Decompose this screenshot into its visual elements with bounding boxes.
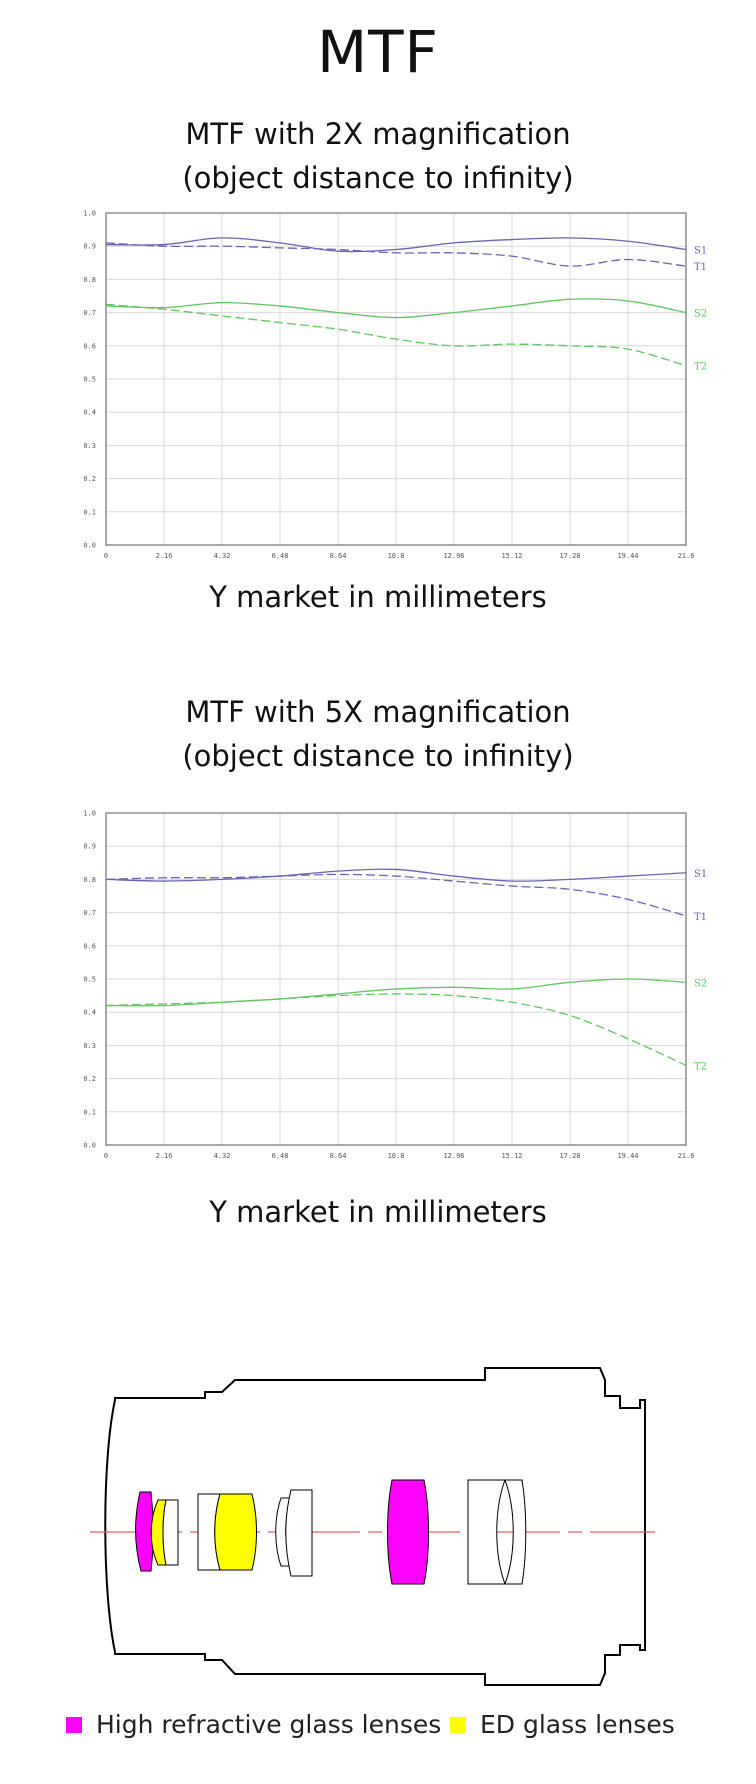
x-tick-label: 12.96 xyxy=(443,1152,464,1160)
series-line-t2 xyxy=(105,993,687,1066)
legend-swatch-yellow xyxy=(450,1716,466,1733)
x-tick-label: 2.16 xyxy=(156,552,173,560)
y-tick-label: 0.7 xyxy=(83,909,96,917)
y-tick-label: 0.3 xyxy=(83,442,96,450)
x-tick-label: 21.6 xyxy=(678,1152,695,1160)
legend-item-ed: ED glass lenses xyxy=(450,1710,675,1739)
y-tick-label: 0.8 xyxy=(83,276,96,284)
lens-legend: High refractive glass lenses ED glass le… xyxy=(0,1710,756,1750)
page-title: MTF xyxy=(317,18,439,86)
series-label-t1: T1 xyxy=(694,262,707,273)
x-tick-label: 15.12 xyxy=(501,552,522,560)
y-tick-label: 0.9 xyxy=(83,243,96,251)
y-tick-label: 0.6 xyxy=(83,942,96,950)
chart2-title-line2: (object distance to infinity) xyxy=(182,739,574,773)
chart1-x-caption: Y market in millimeters xyxy=(209,580,547,614)
y-tick-label: 0.2 xyxy=(83,1075,96,1083)
series-label-s1: S1 xyxy=(694,869,707,880)
series-label-t1: T1 xyxy=(694,912,707,923)
x-tick-label: 8.64 xyxy=(330,552,347,560)
chart2-x-caption: Y market in millimeters xyxy=(209,1195,547,1229)
legend-label-ed: ED glass lenses xyxy=(480,1710,675,1739)
x-tick-label: 4.32 xyxy=(214,552,231,560)
y-tick-label: 0.0 xyxy=(83,1142,96,1150)
series-line-s2 xyxy=(105,298,687,319)
y-tick-label: 1.0 xyxy=(83,810,96,818)
y-tick-label: 0.6 xyxy=(83,342,96,350)
y-tick-label: 0.5 xyxy=(83,376,96,384)
chart2-title-line1: MTF with 5X magnification xyxy=(185,695,571,729)
y-tick-label: 0.8 xyxy=(83,876,96,884)
y-tick-label: 0.9 xyxy=(83,843,96,851)
glass-lens-4 xyxy=(285,1489,313,1577)
x-tick-label: 19.44 xyxy=(617,1152,638,1160)
x-tick-label: 10.8 xyxy=(388,1152,405,1160)
series-line-s1 xyxy=(105,237,687,253)
chart1-title: MTF with 2X magnification (object distan… xyxy=(0,112,756,200)
series-line-t1 xyxy=(105,242,687,267)
x-tick-label: 4.32 xyxy=(214,1152,231,1160)
x-tick-label: 15.12 xyxy=(501,1152,522,1160)
x-tick-label: 0 xyxy=(104,552,108,560)
x-tick-label: 8.64 xyxy=(330,1152,347,1160)
series-line-s1 xyxy=(105,868,687,882)
x-tick-label: 19.44 xyxy=(617,552,638,560)
mtf-chart-2x: 0 2.16 4.32 6.48 8.64 10.8 12.96 15.12 17.28 19.4… xyxy=(83,210,707,561)
x-tick-label: 6.48 xyxy=(272,552,289,560)
y-tick-label: 0.4 xyxy=(83,1009,96,1017)
y-tick-label: 0.1 xyxy=(83,1108,96,1116)
y-tick-label: 0.5 xyxy=(83,976,96,984)
chart1-title-line2: (object distance to infinity) xyxy=(182,161,574,195)
x-tick-label: 12.96 xyxy=(443,552,464,560)
high-refractive-lens-2 xyxy=(387,1479,429,1585)
x-tick-label: 17.28 xyxy=(559,552,580,560)
y-tick-label: 0.1 xyxy=(83,508,96,516)
x-tick-label: 10.8 xyxy=(388,552,405,560)
y-tick-label: 1.0 xyxy=(83,210,96,218)
series-label-s1: S1 xyxy=(694,246,707,257)
legend-label-high-refractive: High refractive glass lenses xyxy=(96,1710,442,1739)
y-tick-label: 0.3 xyxy=(83,1042,96,1050)
series-line-t2 xyxy=(105,303,687,367)
y-tick-label: 0.0 xyxy=(83,542,96,550)
chart2-title: MTF with 5X magnification (object distan… xyxy=(0,690,756,778)
lens-barrel-outline xyxy=(104,1367,646,1686)
x-tick-label: 0 xyxy=(104,1152,108,1160)
legend-swatch-magenta xyxy=(66,1716,82,1733)
series-line-t1 xyxy=(105,873,687,917)
lens-diagram xyxy=(90,1367,655,1686)
x-tick-label: 6.48 xyxy=(272,1152,289,1160)
mtf-chart-5x: 0 2.16 4.32 6.48 8.64 10.8 12.96 15.12 17.28 19.4… xyxy=(83,810,707,1161)
chart1-title-line1: MTF with 2X magnification xyxy=(185,117,571,151)
ed-lens-2 xyxy=(214,1493,257,1571)
series-label-s2: S2 xyxy=(694,309,707,320)
x-tick-label: 2.16 xyxy=(156,1152,173,1160)
x-tick-label: 21.6 xyxy=(678,552,695,560)
series-label-t2: T2 xyxy=(694,1061,707,1072)
x-tick-label: 17.28 xyxy=(559,1152,580,1160)
series-label-s2: S2 xyxy=(694,978,707,989)
series-label-t2: T2 xyxy=(694,362,707,373)
plot-frame xyxy=(105,812,687,1146)
plot-frame xyxy=(105,212,687,546)
legend-item-high-refractive: High refractive glass lenses xyxy=(66,1710,441,1739)
high-refractive-lens-1 xyxy=(135,1491,154,1572)
glass-lens-6 xyxy=(504,1479,527,1585)
y-tick-label: 0.2 xyxy=(83,475,96,483)
y-tick-label: 0.4 xyxy=(83,409,96,417)
y-tick-label: 0.7 xyxy=(83,309,96,317)
glass-lens-1 xyxy=(162,1499,179,1566)
